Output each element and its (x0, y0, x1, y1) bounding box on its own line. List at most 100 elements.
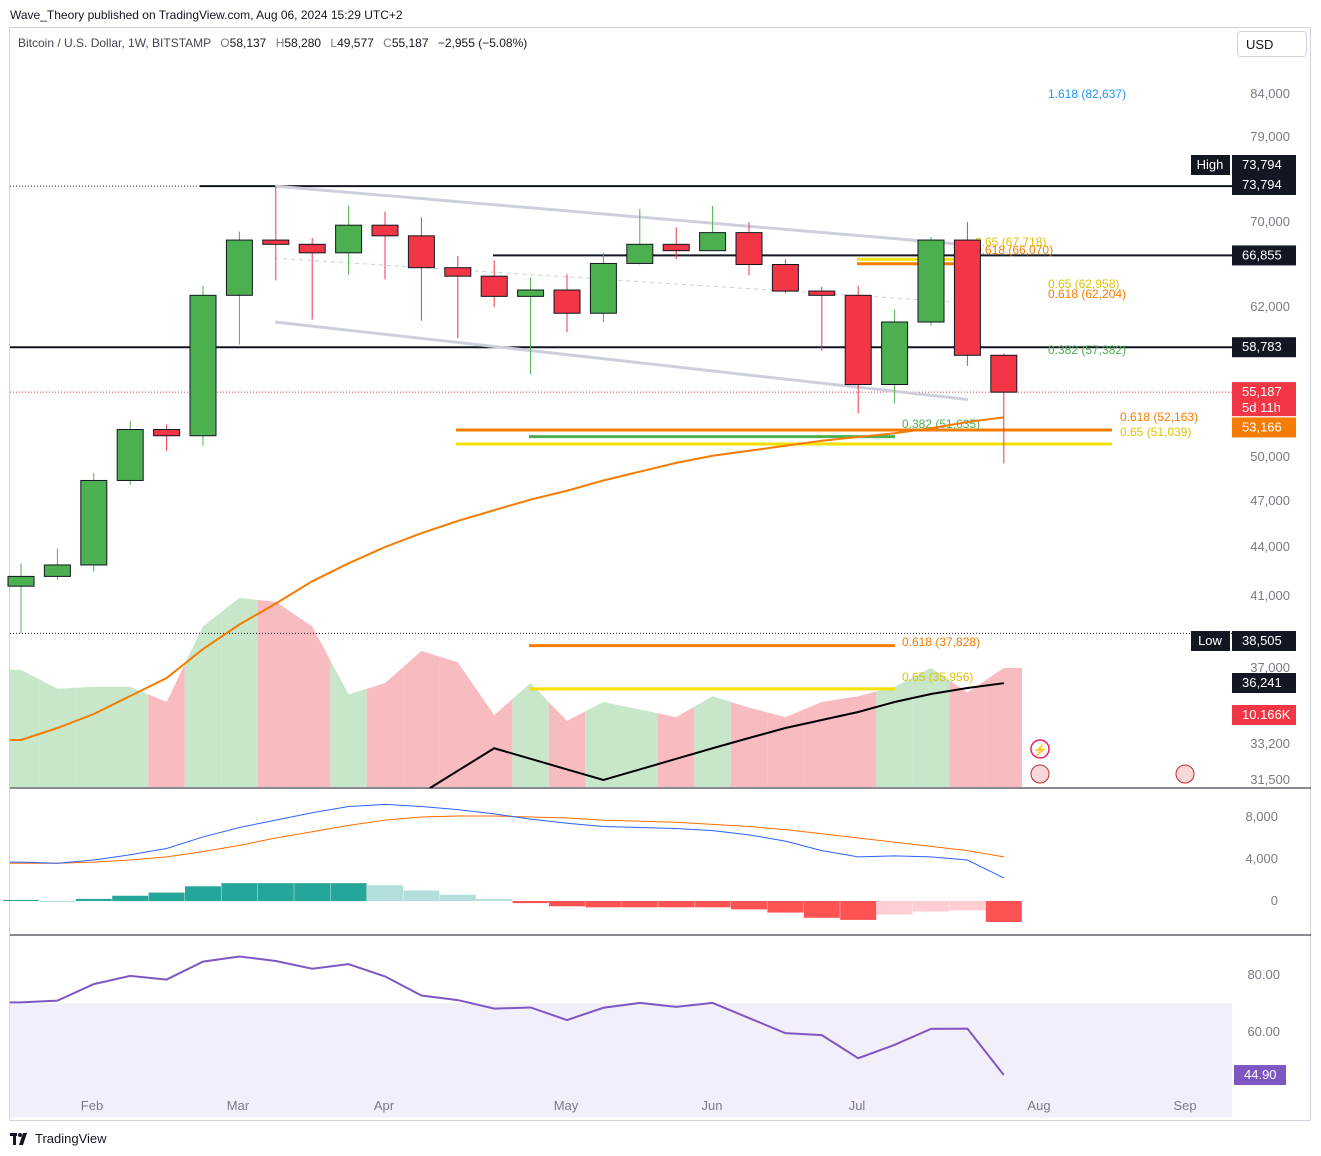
volume-area-segment (767, 709, 804, 787)
macd-axis-tick: 4,000 (1245, 851, 1278, 866)
macd-histogram-bar (621, 901, 658, 908)
candle-body (771, 264, 799, 292)
candle-body (371, 224, 399, 237)
volume-area-segment (876, 677, 913, 787)
macd-histogram-bar (985, 901, 1022, 922)
ema-line (10, 416, 1004, 741)
macd-axis-tick: 8,000 (1245, 809, 1278, 824)
volume-area-segment (366, 666, 404, 787)
candle-body (881, 321, 909, 385)
candle-body (262, 239, 290, 245)
time-axis-tick: Mar (227, 1098, 250, 1113)
time-axis-tick: Jun (702, 1098, 723, 1113)
candle-body (153, 429, 181, 437)
volume-area-segment (949, 680, 986, 787)
price-tag-bg (1232, 705, 1296, 725)
macd-histogram-bar (403, 890, 440, 901)
macd-histogram-bar (840, 901, 877, 920)
candle-body (225, 239, 253, 296)
time-axis-tick: Aug (1027, 1098, 1050, 1113)
candle-body (699, 232, 727, 252)
candle-body (7, 575, 35, 587)
open-value: 58,137 (229, 36, 267, 50)
currency-button[interactable]: USD (1237, 31, 1307, 57)
macd-histogram-bar (367, 885, 403, 901)
volume-area-segment (476, 688, 513, 787)
rsi-line (10, 955, 1005, 1076)
price-tag-label: Low (1198, 633, 1222, 648)
candle-body (80, 479, 108, 566)
price-axis-tick: 70,000 (1250, 214, 1290, 229)
price-tag-bg (1232, 417, 1296, 438)
close-label: C (383, 36, 392, 50)
high-label: H (275, 36, 285, 50)
candle-body (917, 239, 945, 323)
price-axis-tick: 62,000 (1250, 299, 1290, 314)
candle-body (808, 290, 836, 296)
price-axis-tick: 41,000 (1250, 588, 1290, 603)
macd-histogram-bar (257, 883, 294, 901)
fib-level-label: 0.65 (62,958) (1048, 277, 1119, 291)
us-flag-event-icon-future (1175, 764, 1195, 784)
macd-histogram-bar (112, 895, 149, 901)
macd-histogram-bar (221, 883, 258, 901)
symbol-title: Bitcoin / U.S. Dollar, 1W, BITSTAMP (18, 36, 211, 50)
fib-level-label: 0.65 (67,718) (975, 235, 1046, 249)
candle-body (444, 267, 472, 277)
time-axis-tick: Feb (81, 1098, 103, 1113)
ma-black-line (429, 682, 1004, 789)
volume-area-segment (548, 701, 586, 787)
macd-histogram-bar (913, 901, 949, 912)
price-tag-value: 58,783 (1242, 339, 1282, 354)
macd-histogram-bar (694, 901, 731, 908)
fib-level-label: 1.618 (82,637) (1048, 87, 1126, 101)
price-tag-bg (1232, 155, 1296, 175)
change-value: −2,955 (−5.08%) (437, 36, 528, 50)
rsi-value-tag: 44.90 (1244, 1067, 1277, 1082)
macd-histogram-bar (148, 892, 185, 901)
macd-histogram-bar (330, 883, 367, 901)
volume-area-segment (512, 683, 549, 787)
volume-area-segment (112, 686, 149, 787)
macd-signal-line (10, 815, 1004, 864)
close-value: 55,187 (391, 36, 429, 50)
volume-area-segment (585, 701, 622, 787)
volume-area-segment (330, 660, 367, 787)
low-label: L (330, 36, 338, 50)
price-tag-value: 53,166 (1242, 419, 1282, 434)
volume-area-segment (257, 599, 294, 787)
price-tag-value: 55,187 (1242, 384, 1282, 399)
candle-body (990, 354, 1018, 393)
price-tag-value: 73,794 (1242, 177, 1282, 192)
rsi-value-tag-bg (1234, 1065, 1286, 1086)
price-tag-bg (1232, 245, 1296, 266)
macd-histogram-bar (39, 901, 76, 902)
chart-frame (9, 27, 1311, 1121)
candle-body (662, 243, 690, 252)
volume-area-segment (39, 679, 76, 787)
fib-level-label: 0.618 (62,204) (1048, 287, 1126, 301)
price-tag-label: High (1197, 157, 1224, 172)
price-tag-label-bg (1191, 155, 1230, 175)
volume-area-segment (803, 699, 840, 787)
rsi-axis-tick: 60.00 (1247, 1024, 1280, 1039)
macd-histogram-bar (512, 901, 549, 904)
volume-area-segment (985, 667, 1022, 787)
fib-level-label: 0.382 (57,382) (1048, 343, 1126, 357)
volume-area-segment (621, 705, 658, 787)
price-tag-value: 38,505 (1242, 633, 1282, 648)
price-tag-value: 10.166K (1242, 707, 1291, 722)
macd-histogram-bar (658, 901, 695, 908)
volume-area-segment (75, 686, 112, 787)
volume-area-segment (658, 706, 695, 787)
price-axis-tick: 84,000 (1250, 86, 1290, 101)
volume-area-segment (10, 669, 40, 787)
publisher-note: Wave_Theory published on TradingView.com… (10, 8, 403, 22)
price-axis-tick: 44,000 (1250, 539, 1290, 554)
candle-body (335, 224, 363, 254)
candle-body (953, 239, 981, 356)
price-tag-bg (1232, 382, 1296, 417)
price-axis-tick: 31,500 (1250, 772, 1290, 787)
rsi-band (10, 1003, 1232, 1118)
